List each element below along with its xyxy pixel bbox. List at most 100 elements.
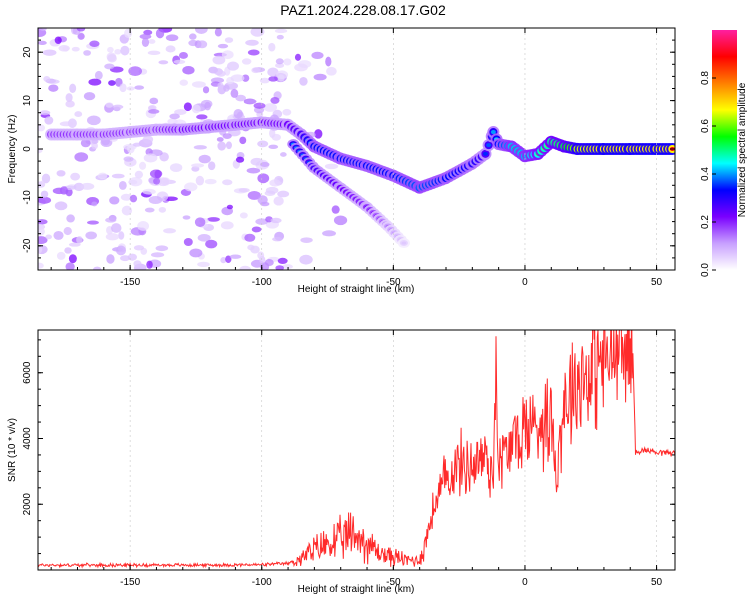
noise-speckle [39,28,47,31]
noise-speckle [183,102,192,112]
noise-speckle [325,56,332,67]
noise-speckle [179,79,189,86]
noise-speckle [251,67,261,74]
colorbar-ticks: 0.0 0.2 0.4 0.6 0.8 [700,71,716,277]
noise-speckle [331,205,340,214]
noise-speckle [112,104,124,110]
noise-speckle [195,28,208,34]
noise-speckle [251,226,262,233]
noise-speckle [91,142,98,150]
noise-speckle [257,251,265,260]
noise-speckle [163,228,177,234]
noise-speckle [217,43,229,49]
noise-speckle [155,28,165,39]
noise-speckle [246,167,261,174]
noise-speckle [128,176,143,187]
figure-title: PAZ1.2024.228.08.17.G02 [280,2,446,18]
noise-speckle [205,239,218,249]
noise-speckle [269,179,281,187]
noise-speckle [239,265,251,270]
noise-speckle [80,182,95,190]
noise-speckle [143,153,158,163]
noise-speckle [222,179,233,186]
noise-speckle [247,244,255,251]
noise-speckle [108,80,116,86]
noise-speckle [195,175,205,186]
noise-speckle [153,177,161,185]
noise-speckle [86,115,101,126]
noise-speckle [227,61,240,71]
noise-speckle [68,242,81,247]
noise-speckle [277,190,290,198]
noise-speckle [165,45,176,53]
noise-speckle [196,114,208,120]
noise-speckle [197,233,211,242]
noise-speckle [235,94,246,102]
noise-speckle [314,129,323,139]
noise-speckle [255,218,269,225]
colorbar: 0.0 0.2 0.4 0.6 0.8 Normalized spectral ampl… [700,30,748,277]
noise-speckle [65,93,73,103]
noise-speckle [139,161,147,170]
noise-speckle [299,254,313,265]
noise-speckle [70,172,81,181]
noise-speckle [268,76,278,82]
heatmap-grid [129,28,657,270]
x-tick-label: -100 [252,277,272,288]
noise-speckle [54,36,62,44]
noise-speckle [93,266,102,270]
noise-speckle [267,67,279,77]
noise-speckle [89,40,100,47]
noise-speckle [53,230,64,240]
noise-speckle [326,66,337,76]
snr-panel: -150 -100 -50 0 50 2000 4000 6000 Height of str… [7,329,676,595]
noise-speckle [196,40,208,49]
noise-speckle [265,186,279,194]
noise-speckle [62,45,69,52]
noise-speckle [83,50,92,56]
noise-speckle [106,254,115,264]
noise-speckle [299,77,308,86]
x-tick-label: -50 [386,277,401,288]
noise-speckle [63,227,72,236]
noise-speckle [41,173,51,184]
main-ridge-core [490,130,496,135]
noise-speckle [155,245,169,252]
noise-speckle [65,262,75,270]
noise-speckle [182,215,191,220]
y-tick-label: 20 [22,46,33,58]
noise-speckle [245,99,257,104]
noise-speckle [173,59,186,64]
noise-speckle [38,148,43,154]
noise-speckle [69,83,77,94]
noise-speckle [107,46,114,53]
noise-speckle [148,39,156,44]
noise-speckle [268,144,279,150]
noise-speckle [194,217,206,228]
noise-speckle [121,205,133,216]
noise-speckle [239,136,247,145]
x-tick-label: 0 [522,577,528,588]
noise-speckle [178,51,188,59]
noise-speckle [148,195,163,205]
noise-speckle [115,245,127,256]
noise-speckle [184,182,198,192]
colorbar-tick-label: 0.6 [700,119,711,133]
x-tick-label: -150 [120,277,140,288]
noise-speckle [150,252,165,258]
noise-speckle [64,247,72,254]
noise-speckle [127,253,137,261]
noise-speckle [111,173,125,179]
noise-speckle [270,96,280,104]
main-ridge-core [482,151,489,156]
noise-speckle [56,170,66,177]
y-tick-label: -20 [22,238,33,253]
noise-speckle [133,260,142,268]
noise-speckle [183,237,193,246]
noise-speckle [198,154,211,164]
noise-speckle [238,188,250,193]
noise-speckle [134,170,144,179]
noise-speckle [38,181,46,188]
x-tick-label: -100 [252,577,272,588]
